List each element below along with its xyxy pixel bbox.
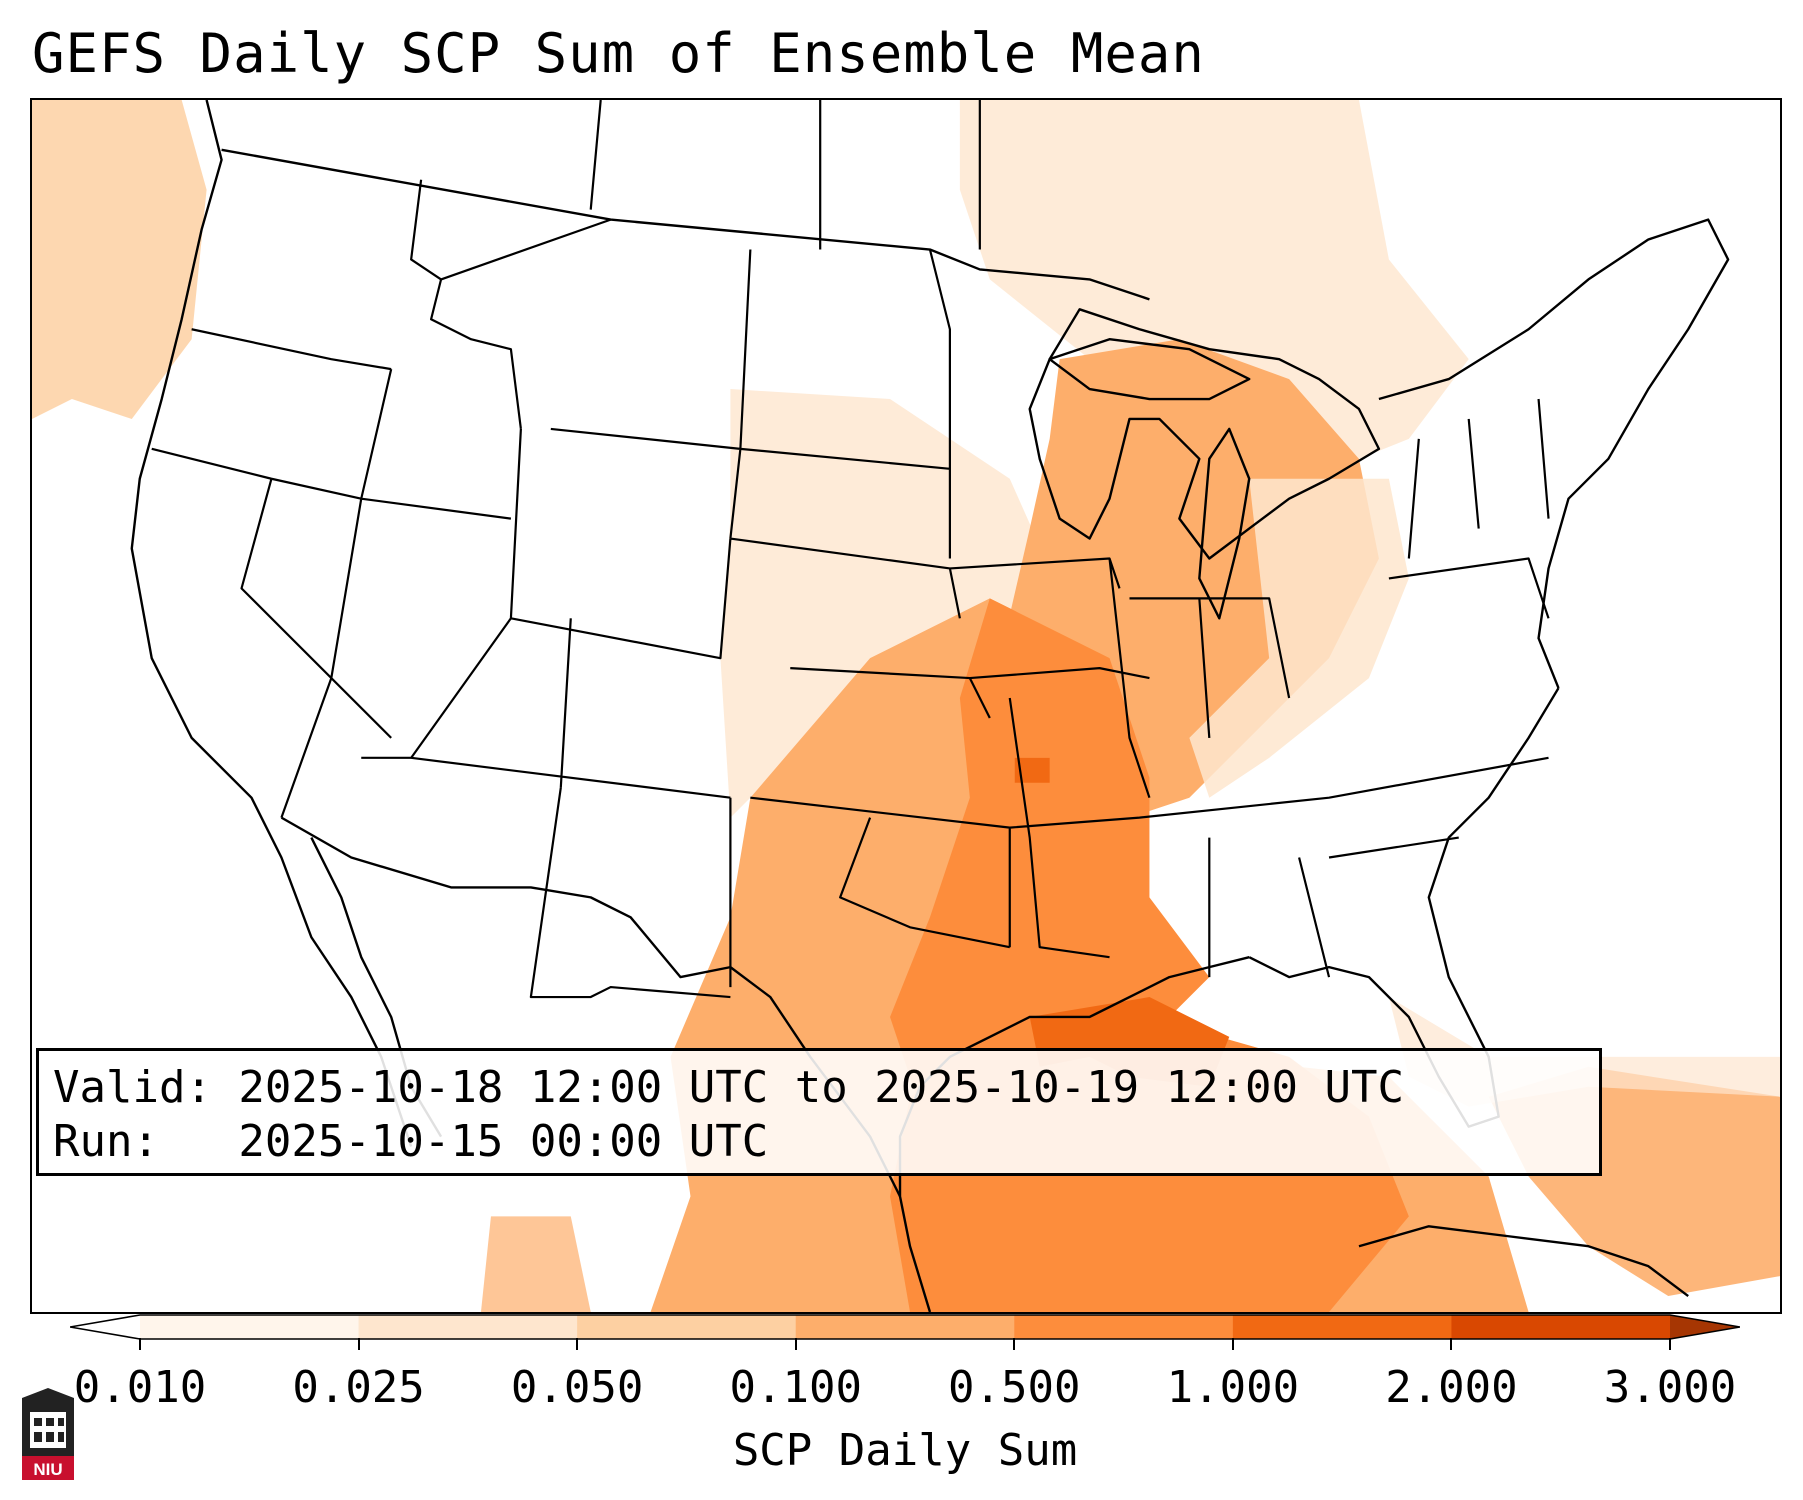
- colorbar-tick-mark: [1013, 1338, 1016, 1350]
- northeast-coast: [1378, 218, 1730, 689]
- state-lines: [151, 100, 1550, 999]
- colorbar-tick-label: 0.100: [729, 1362, 862, 1413]
- colorbar-segment: [140, 1315, 360, 1339]
- colorbar-tick-mark: [576, 1338, 579, 1350]
- colorbar-tick-mark: [139, 1338, 141, 1350]
- colorbar-segment: [1014, 1315, 1234, 1339]
- svg-text:NIU: NIU: [33, 1460, 62, 1479]
- colorbar-tick-label: 2.000: [1385, 1362, 1518, 1413]
- shade-pacific-nw: [32, 100, 207, 419]
- colorbar-tick-label: 0.500: [948, 1362, 1081, 1413]
- lake-michigan: [1198, 427, 1251, 620]
- colorbar-segment: [577, 1315, 797, 1339]
- shade-arkansas-core: [1014, 757, 1050, 783]
- valid-run-info-box: Valid: 2025-10-18 12:00 UTC to 2025-10-1…: [36, 1048, 1602, 1176]
- lake-superior: [1048, 338, 1251, 401]
- shade-east-light: [1189, 478, 1409, 798]
- colorbar-tick-label: 3.000: [1603, 1362, 1737, 1413]
- colorbar-over-triangle: [1670, 1315, 1740, 1339]
- shade-baja-light: [480, 1216, 591, 1312]
- chart-title: GEFS Daily SCP Sum of Ensemble Mean: [32, 22, 1205, 85]
- colorbar-segments: [70, 1315, 1740, 1339]
- colorbar-tick-label: 0.025: [292, 1362, 425, 1413]
- shade-plains-light: [720, 389, 1050, 818]
- shade-canada-light: [959, 100, 1469, 479]
- colorbar-segment: [358, 1315, 578, 1339]
- colorbar-tick-mark: [1450, 1338, 1453, 1350]
- colorbar-tick-label: 0.050: [510, 1362, 644, 1413]
- west-coast: [130, 100, 413, 1147]
- colorbar-segment: [1232, 1315, 1452, 1339]
- colorbar-tick-label: 0.010: [73, 1362, 207, 1413]
- colorbar-under-triangle: [70, 1315, 140, 1339]
- run-time-line: Run: 2025-10-15 00:00 UTC: [53, 1116, 769, 1167]
- colorbar-tick-mark: [1669, 1338, 1671, 1350]
- colorbar-tick-mark: [1231, 1338, 1234, 1350]
- colorbar: [70, 1314, 1740, 1340]
- colorbar-tick-mark: [794, 1338, 797, 1350]
- valid-time-line: Valid: 2025-10-18 12:00 UTC to 2025-10-1…: [53, 1062, 1405, 1113]
- colorbar-segment: [1451, 1315, 1671, 1339]
- cuba: [1358, 1225, 1689, 1298]
- great-lakes-outline: [1028, 308, 1381, 560]
- colorbar-segment: [795, 1315, 1015, 1339]
- niu-logo-icon: NIU: [22, 1388, 74, 1480]
- us-canada-border: [221, 148, 1150, 301]
- colorbar-tick-mark: [357, 1338, 360, 1350]
- colorbar-label: SCP Daily Sum: [732, 1425, 1078, 1476]
- colorbar-tick-label: 1.000: [1166, 1362, 1300, 1413]
